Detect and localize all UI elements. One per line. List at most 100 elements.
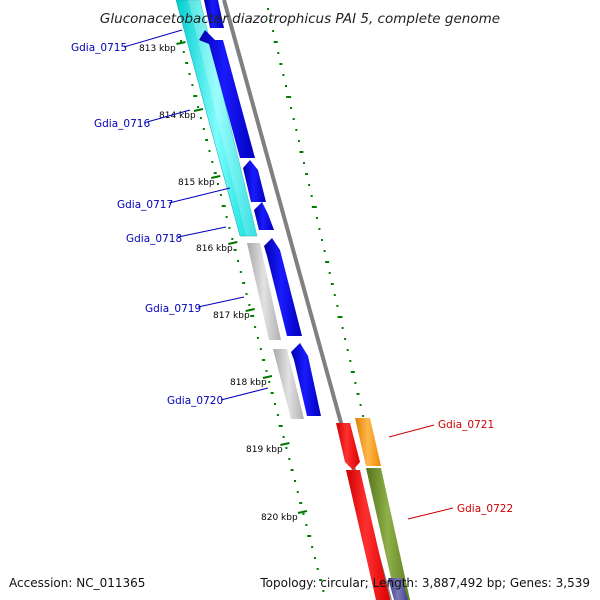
gc-tick xyxy=(295,129,298,131)
gene-label-gdia-0717[interactable]: Gdia_0717 xyxy=(117,199,173,211)
gc-tick xyxy=(346,349,349,351)
kbp-tick xyxy=(280,442,290,446)
gc-tick xyxy=(337,316,343,318)
gc-tick xyxy=(265,370,268,372)
gene-label-gdia-0718[interactable]: Gdia_0718 xyxy=(126,233,182,245)
kbp-label: 817 kbp xyxy=(213,311,250,321)
gc-tick xyxy=(188,73,191,75)
gc-tick xyxy=(286,96,292,98)
kbp-label: 820 kbp xyxy=(261,513,298,523)
kbp-tick xyxy=(176,41,186,45)
gc-tick xyxy=(272,30,275,32)
gc-tick xyxy=(239,271,242,273)
gc-tick xyxy=(270,392,274,394)
gc-tick xyxy=(276,414,279,416)
gc-tick xyxy=(267,8,269,10)
gc-tick xyxy=(185,62,189,64)
kbp-label: 814 kbp xyxy=(159,111,196,121)
gc-tick xyxy=(362,415,365,417)
gc-tick xyxy=(231,238,234,240)
gc-tick xyxy=(328,272,331,274)
gc-tick xyxy=(311,546,314,548)
map-title: Gluconacetobacter diazotrophicus PAI 5, … xyxy=(100,11,500,27)
gc-tick xyxy=(197,106,200,108)
gc-tick xyxy=(308,184,311,186)
cds-gdia-0715 xyxy=(204,0,224,28)
gene-label-gdia-0715[interactable]: Gdia_0715 xyxy=(71,42,127,54)
gc-tick xyxy=(211,161,214,163)
gc-tick xyxy=(323,250,326,252)
cds-gdia-0717 xyxy=(243,160,266,202)
gc-tick xyxy=(259,348,262,350)
gc-tick xyxy=(288,458,291,460)
gc-tick xyxy=(336,305,339,307)
gc-tick xyxy=(221,205,226,207)
gc-tick xyxy=(307,535,312,537)
cds-gdia-0719 xyxy=(264,238,302,336)
gene-label-gdia-0720[interactable]: Gdia_0720 xyxy=(167,395,223,407)
kbp-label: 819 kbp xyxy=(246,445,283,455)
gc-tick xyxy=(322,590,325,592)
kbp-tick xyxy=(210,175,221,179)
kbp-label: 815 kbp xyxy=(178,178,215,188)
genome-summary-text: Topology: circular; Length: 3,887,492 bp… xyxy=(259,576,590,590)
gc-tick xyxy=(213,172,217,174)
gc-tick xyxy=(318,228,321,230)
gc-tick xyxy=(341,327,344,329)
gc-tick xyxy=(344,338,347,340)
gc-tick xyxy=(294,480,296,482)
gc-tick xyxy=(333,294,336,296)
accession-text: Accession: NC_011365 xyxy=(9,576,145,590)
gc-tick xyxy=(248,304,251,306)
gc-tick xyxy=(274,403,276,405)
gc-tick xyxy=(296,491,299,493)
gc-tick xyxy=(250,315,255,317)
gc-tick xyxy=(290,107,293,109)
kbp-scale-ticks xyxy=(176,41,308,514)
gc-tick xyxy=(302,513,305,515)
gc-tick xyxy=(299,502,303,504)
feature-track-grey xyxy=(247,243,304,419)
feature-track-cyan xyxy=(175,0,260,237)
gc-tick xyxy=(233,249,237,251)
gc-tick xyxy=(225,216,228,218)
gc-tick xyxy=(282,436,285,438)
gc-tick xyxy=(330,283,334,285)
gc-tick xyxy=(282,74,285,76)
gc-tick xyxy=(193,95,198,97)
gc-tick xyxy=(217,183,219,185)
gc-tick xyxy=(325,261,330,263)
gc-tick xyxy=(299,151,304,153)
gc-tick xyxy=(356,393,360,395)
gc-tick xyxy=(297,140,300,142)
gene-label-gdia-0722[interactable]: Gdia_0722 xyxy=(457,503,513,515)
kbp-label: 813 kbp xyxy=(139,44,176,54)
gc-tick xyxy=(202,128,205,130)
gene-label-gdia-0721[interactable]: Gdia_0721 xyxy=(438,419,494,431)
cds-gdia-0722 xyxy=(346,470,390,600)
cds-forward-track xyxy=(199,0,321,416)
gc-tick xyxy=(180,40,182,42)
gc-tick xyxy=(285,447,288,449)
gc-tick xyxy=(319,579,323,581)
gc-tick xyxy=(305,173,309,175)
gc-tick xyxy=(279,63,283,65)
gc-tick xyxy=(310,195,313,197)
gc-tick xyxy=(305,524,308,526)
kbp-tick xyxy=(193,108,204,112)
kbp-tick xyxy=(262,375,273,379)
gc-tick xyxy=(219,194,222,196)
gc-tick xyxy=(191,84,194,86)
gc-tick xyxy=(256,337,259,339)
gc-tick xyxy=(290,469,294,471)
gc-tick xyxy=(242,282,246,284)
gc-ticks-left xyxy=(180,40,325,592)
cds-gdia-0720 xyxy=(291,343,321,416)
feature-track-right xyxy=(355,418,410,600)
gc-tick xyxy=(268,381,271,383)
kbp-label: 816 kbp xyxy=(196,244,233,254)
gene-label-gdia-0719[interactable]: Gdia_0719 xyxy=(145,303,201,315)
gene-label-gdia-0716[interactable]: Gdia_0716 xyxy=(94,118,150,130)
gc-tick xyxy=(278,425,283,427)
gc-tick xyxy=(245,293,248,295)
